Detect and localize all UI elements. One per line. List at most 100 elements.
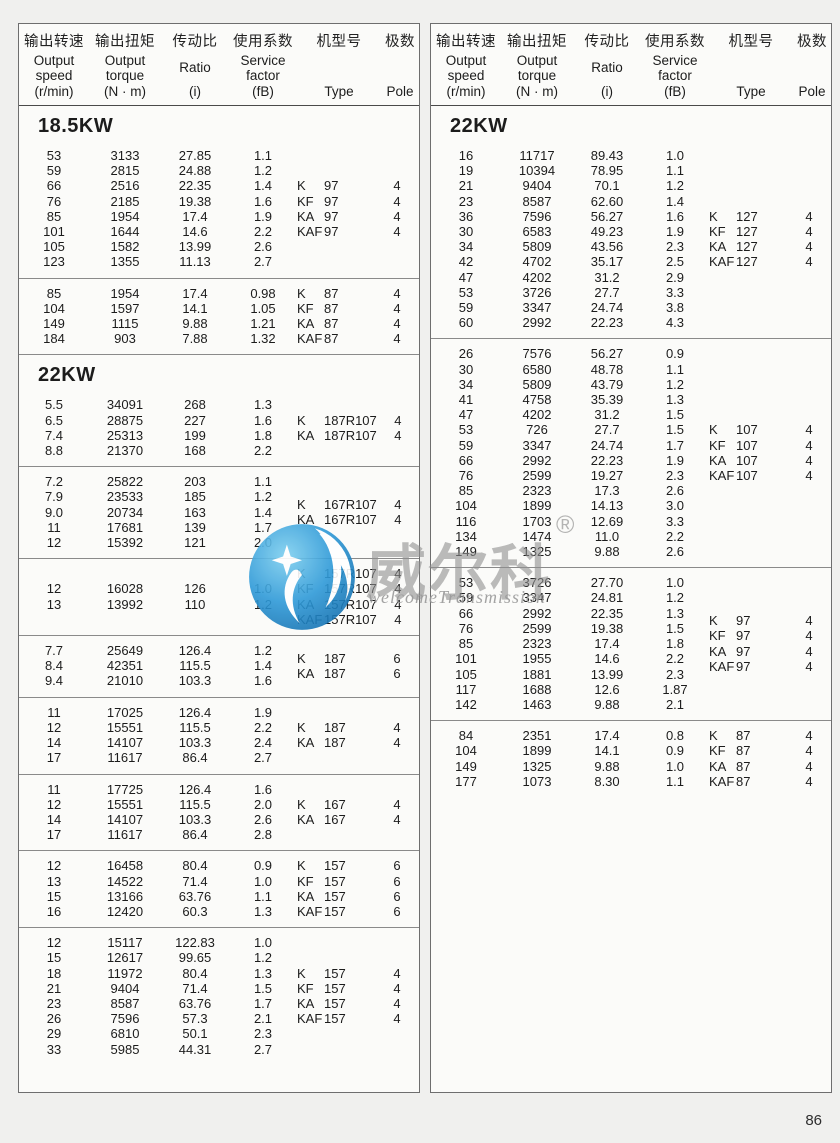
pole-value: 4 [805, 422, 813, 438]
type-size: 157 [324, 858, 346, 874]
factor-cell: 2.3 [665, 468, 685, 484]
ratio-cell: 19.38 [178, 193, 212, 209]
speed-cell: 149 [43, 316, 65, 332]
type-prefix: KA [709, 239, 727, 255]
ratio-cell: 17.3 [594, 483, 620, 499]
pole-value: 4 [394, 427, 402, 443]
column-header-en: Ratio [179, 60, 211, 75]
factor-cell: 1.1 [665, 773, 685, 789]
data-block: 12 16458 80.4 0.9 13 14522 71.4 1.0 15 13166 63.76… [19, 851, 419, 927]
type-prefix: KAF [297, 611, 323, 627]
type-entry: KAF 87 4 [297, 331, 419, 346]
pole-value: 4 [805, 254, 813, 270]
ratio-cell: 14.13 [590, 498, 624, 514]
torque-cell: 21010 [106, 673, 144, 689]
factor-cell: 2.0 [253, 535, 273, 551]
type-size: 97 [324, 178, 339, 194]
speed-cell: 53 [458, 575, 474, 591]
data-rows: 11 17025 126.4 1.9 12 15551 115.5 2.2 14 14107 103… [19, 705, 297, 766]
data-rows: 84 2351 17.4 0.8 104 1899 14.1 0.9 149 1325 9.88 1.… [431, 728, 709, 789]
speed-cell: 149 [455, 758, 477, 774]
column-header: 机型号 Type [709, 24, 793, 105]
type-prefix: K [297, 566, 306, 582]
type-prefix: KAF [709, 658, 735, 674]
column-header: 机型号 Type [297, 24, 381, 105]
speed-cell: 9.4 [44, 673, 64, 689]
type-entry: K 167 4 [297, 797, 419, 812]
speed-cell: 66 [46, 178, 62, 194]
type-entry: K 87 4 [297, 286, 419, 301]
torque-cell: 5985 [110, 1041, 140, 1057]
factor-cell: 1.2 [665, 178, 685, 194]
column-header: 输出扭矩 Output torque (N · m) [501, 24, 573, 105]
torque-cell: 9404 [522, 178, 552, 194]
type-prefix: K [297, 965, 306, 981]
column-header-zh: 机型号 [728, 34, 774, 50]
ratio-cell: 35.17 [590, 254, 624, 270]
speed-cell: 14 [46, 735, 62, 751]
speed-cell: 15 [46, 888, 62, 904]
type-size: 157 [324, 965, 346, 981]
column-header-en: Output speed [445, 52, 487, 83]
torque-cell: 5809 [522, 239, 552, 255]
column-header: 极数 Pole [381, 24, 419, 105]
pole-value: 4 [393, 331, 401, 347]
speed-cell: 26 [46, 1011, 62, 1027]
type-prefix: KA [297, 512, 315, 528]
type-entry: K 87 4 [709, 728, 831, 743]
type-size: 157 [324, 888, 346, 904]
torque-cell: 1597 [110, 300, 140, 316]
type-size: 107 [736, 452, 758, 468]
torque-cell: 12420 [106, 903, 144, 919]
pole-value: 4 [394, 412, 402, 428]
data-block: 26 7576 56.27 0.9 30 6580 48.78 1.1 34 5809 43.79 1… [431, 339, 831, 567]
ratio-cell: 63.76 [178, 995, 212, 1011]
factor-cell: 1.6 [665, 208, 685, 224]
ratio-cell: 163 [184, 504, 206, 520]
ratio-cell: 56.27 [590, 208, 624, 224]
factor-cell: 2.7 [253, 254, 273, 270]
data-block: 11 17725 126.4 1.6 12 15551 115.5 2.0 14 14107 103… [19, 775, 419, 851]
type-prefix: K [297, 858, 306, 874]
type-entry: KF 97 4 [709, 628, 831, 643]
torque-cell: 15551 [106, 796, 144, 812]
type-column: K 157 6 KF 157 6 KA 157 6 KAF 157 6 [297, 858, 419, 919]
type-column: K 87 4 KF 87 4 KA 87 4 KAF 87 4 [297, 286, 419, 347]
speed-cell: 105 [455, 666, 477, 682]
ratio-cell: 22.23 [590, 452, 624, 468]
column-header-en: Output speed [33, 52, 75, 83]
torque-cell: 25822 [106, 474, 144, 490]
torque-cell: 2992 [522, 315, 552, 331]
type-prefix: K [297, 412, 306, 428]
factor-cell: 2.7 [253, 750, 273, 766]
type-prefix: KA [297, 665, 315, 681]
type-size: 167R107 [324, 512, 377, 528]
speed-cell: 85 [458, 483, 474, 499]
column-header-row: 输出转速 Output speed (r/min) 输出扭矩 Output torque… [19, 24, 419, 106]
ratio-cell: 63.76 [178, 888, 212, 904]
ratio-cell: 199 [184, 427, 206, 443]
factor-cell: 1.0 [665, 575, 685, 591]
data-rows: 12 16028 126 1.0 13 13992 110 1.2 [19, 581, 297, 611]
data-block: 7.7 25649 126.4 1.2 8.4 42351 115.5 1.4 9.4 21010… [19, 636, 419, 697]
torque-cell: 1954 [110, 285, 140, 301]
factor-cell: 1.6 [253, 412, 273, 428]
column-header-unit: (r/min) [446, 84, 486, 99]
ratio-cell: 27.7 [594, 284, 620, 300]
pole-value: 4 [393, 224, 401, 240]
factor-cell: 1.1 [665, 163, 685, 179]
type-prefix: K [709, 422, 718, 438]
factor-cell: 1.1 [253, 148, 273, 163]
ratio-cell: 126.4 [178, 643, 212, 659]
pole-value: 4 [393, 193, 401, 209]
speed-cell: 76 [46, 193, 62, 209]
column-header-en: Service factor [240, 52, 286, 83]
type-size: 97 [736, 658, 751, 674]
type-prefix: KA [297, 596, 315, 612]
type-entry: KA 157 4 [297, 996, 419, 1011]
speed-cell: 21 [46, 980, 62, 996]
type-entry: KF 157 4 [297, 981, 419, 996]
pole-value: 4 [805, 758, 813, 774]
pole-value: 6 [393, 903, 401, 919]
torque-cell: 17025 [106, 704, 144, 720]
